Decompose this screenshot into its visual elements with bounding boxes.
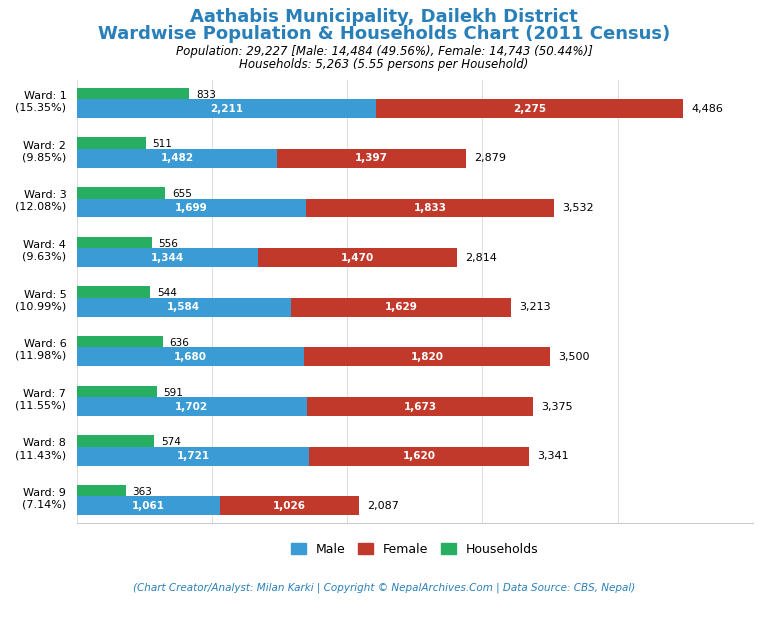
Text: 1,061: 1,061 (132, 501, 165, 511)
Bar (77, 199, 306, 217)
Text: 3,500: 3,500 (558, 352, 590, 362)
Text: 1,680: 1,680 (174, 352, 207, 362)
Bar (291, 298, 511, 316)
Text: 1,833: 1,833 (414, 203, 447, 213)
Bar (77, 99, 376, 118)
Text: 2,087: 2,087 (367, 501, 399, 511)
Bar (259, 248, 457, 267)
Text: 1,397: 1,397 (355, 153, 388, 163)
Text: 3,375: 3,375 (541, 401, 573, 412)
Text: 2,211: 2,211 (210, 103, 243, 114)
Text: (Chart Creator/Analyst: Milan Karki | Copyright © NepalArchives.Com | Data Sourc: (Chart Creator/Analyst: Milan Karki | Co… (133, 583, 635, 593)
Bar (307, 397, 533, 416)
Bar (77, 237, 152, 250)
Text: 1,820: 1,820 (411, 352, 443, 362)
Text: 1,620: 1,620 (402, 451, 435, 461)
Text: 544: 544 (157, 288, 177, 298)
Bar (77, 88, 190, 102)
Bar (77, 248, 259, 267)
Bar (77, 187, 165, 201)
Text: 1,673: 1,673 (403, 401, 436, 412)
Text: 1,344: 1,344 (151, 252, 184, 263)
Text: Aathabis Municipality, Dailekh District: Aathabis Municipality, Dailekh District (190, 8, 578, 26)
Bar (77, 386, 157, 399)
Bar (77, 298, 291, 316)
Text: 363: 363 (133, 487, 152, 497)
Bar (304, 348, 550, 366)
Text: 2,814: 2,814 (465, 252, 498, 263)
Text: 1,629: 1,629 (385, 302, 418, 312)
Text: 591: 591 (164, 388, 184, 397)
Text: 3,532: 3,532 (562, 203, 594, 213)
Text: 511: 511 (153, 140, 173, 150)
Text: 1,702: 1,702 (175, 401, 208, 412)
Text: Wardwise Population & Households Chart (2011 Census): Wardwise Population & Households Chart (… (98, 25, 670, 43)
Bar (77, 336, 163, 350)
Text: 833: 833 (196, 90, 216, 100)
Text: 636: 636 (170, 338, 190, 348)
Bar (77, 435, 154, 449)
Text: 4,486: 4,486 (692, 103, 723, 114)
Bar (220, 497, 359, 515)
Bar (277, 149, 466, 168)
Text: 3,341: 3,341 (537, 451, 568, 461)
Text: 1,026: 1,026 (273, 501, 306, 511)
Text: 3,213: 3,213 (519, 302, 551, 312)
Text: 1,699: 1,699 (175, 203, 208, 213)
Bar (77, 447, 310, 465)
Bar (306, 199, 554, 217)
Text: 574: 574 (161, 437, 181, 447)
Text: 2,879: 2,879 (474, 153, 506, 163)
Text: 1,721: 1,721 (177, 451, 210, 461)
Bar (77, 149, 277, 168)
Bar (77, 497, 220, 515)
Bar (77, 397, 307, 416)
Bar (77, 485, 126, 499)
Text: 556: 556 (159, 239, 178, 249)
Text: 2,275: 2,275 (513, 103, 546, 114)
Text: 1,470: 1,470 (341, 252, 375, 263)
Bar (77, 287, 151, 300)
Text: 655: 655 (172, 189, 192, 199)
Text: Population: 29,227 [Male: 14,484 (49.56%), Female: 14,743 (50.44%)]: Population: 29,227 [Male: 14,484 (49.56%… (176, 45, 592, 58)
Legend: Male, Female, Households: Male, Female, Households (286, 538, 544, 561)
Bar (77, 348, 304, 366)
Bar (310, 447, 528, 465)
Text: 1,584: 1,584 (167, 302, 200, 312)
Bar (77, 138, 146, 151)
Text: 1,482: 1,482 (161, 153, 194, 163)
Text: Households: 5,263 (5.55 persons per Household): Households: 5,263 (5.55 persons per Hous… (240, 58, 528, 71)
Bar (376, 99, 684, 118)
